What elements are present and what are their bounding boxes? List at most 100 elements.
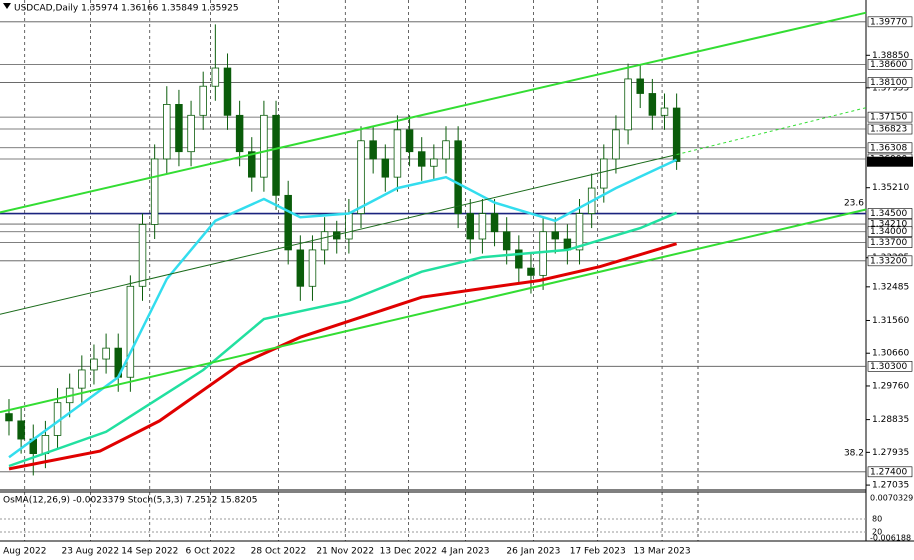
line: [0, 208, 867, 414]
candle-body: [430, 158, 438, 167]
candle-body: [405, 129, 414, 153]
candle-body: [648, 93, 657, 116]
level-label: 1.34500: [870, 209, 907, 219]
candle-body: [41, 435, 50, 455]
level-box: [867, 77, 913, 88]
candle-body: [284, 194, 292, 251]
level-box: [867, 361, 913, 372]
candle-body: [660, 107, 669, 116]
osc-axis-label: -0.006188: [870, 534, 911, 543]
candle-body: [527, 267, 535, 276]
candle-body: [357, 140, 365, 214]
level-box: [867, 466, 913, 478]
osc-axis-label: 80: [872, 515, 882, 524]
candle-body: [381, 158, 390, 178]
line: [0, 154, 677, 315]
candle-body: [211, 67, 220, 87]
osc-axis-label: 20: [872, 528, 882, 537]
candle-body: [223, 67, 232, 116]
candle-body: [320, 231, 329, 251]
annotation: 23.6: [844, 199, 864, 209]
x-tick-label: 23 Aug 2022: [61, 547, 119, 557]
candle-body: [126, 285, 135, 378]
candle-body: [515, 249, 523, 269]
level-box: [867, 237, 913, 248]
candle-body: [308, 249, 317, 287]
candle-body: [369, 140, 377, 160]
level-label: 1.36823: [870, 125, 907, 135]
candle-body: [636, 78, 644, 94]
oscillator-label: OsMA(12,26,9) -0.0023379 Stoch(5,3,3) 7.…: [3, 496, 257, 506]
y-tick-label: 1.27035: [872, 481, 909, 491]
candle-body: [17, 420, 25, 440]
candle-body: [199, 85, 207, 116]
x-tick-label: 13 Dec 2022: [380, 547, 438, 557]
candle-body: [150, 158, 159, 225]
level-label: 1.38100: [870, 78, 907, 88]
y-tick-label: 1.30660: [872, 349, 909, 359]
candle-body: [466, 213, 475, 240]
x-tick-label: 28 Oct 2022: [251, 547, 307, 557]
candle-body: [345, 213, 353, 240]
header: USDCAD,Daily 1.35974 1.36166 1.35849 1.3…: [14, 4, 239, 14]
candle-body: [90, 358, 98, 371]
line: [0, 11, 867, 214]
line: [8, 158, 678, 459]
level-label: 1.34000: [870, 227, 907, 237]
menu-arrow[interactable]: [3, 3, 11, 9]
level-box: [867, 208, 913, 219]
candle-body: [612, 129, 620, 160]
candle-body: [248, 151, 256, 178]
candle-body: [5, 413, 13, 422]
candle-body: [187, 114, 195, 153]
candle-body: [296, 249, 305, 287]
level-label: 1.34210: [870, 220, 907, 230]
candle-body: [454, 140, 462, 214]
candle-body: [78, 369, 86, 389]
current-price-label: 1.35925: [870, 157, 907, 167]
line: [676, 107, 867, 156]
candle-body: [102, 347, 110, 360]
level-box: [867, 123, 913, 135]
x-tick-label: 14 Sep 2022: [121, 547, 178, 557]
candle-body: [272, 114, 280, 196]
level-label: 1.38600: [870, 60, 907, 70]
candle-body: [175, 104, 183, 153]
y-tick-label: 1.31560: [872, 316, 909, 326]
x-tick-label: 17 Feb 2023: [570, 547, 626, 557]
x-tick-label: 6 Oct 2022: [186, 547, 236, 557]
candle-body: [600, 158, 608, 189]
candle-body: [490, 213, 499, 233]
candle-body: [672, 107, 681, 162]
level-label: 1.33200: [870, 256, 907, 266]
x-tick-label: 4 Jan 2023: [441, 547, 489, 557]
level-box: [867, 255, 913, 267]
candle-body: [551, 231, 559, 240]
osc-axis-label: 0.00703291: [870, 494, 914, 503]
y-tick-label: 1.32485: [872, 282, 909, 292]
y-tick-label: 1.27935: [872, 448, 909, 458]
candle-body: [235, 114, 244, 153]
line: [8, 211, 678, 468]
x-tick-label: Aug 2022: [3, 547, 46, 557]
x-tick-label: 21 Nov 2022: [316, 547, 374, 557]
level-box: [867, 111, 913, 123]
y-tick-label: 1.28835: [872, 415, 909, 425]
level-box: [867, 59, 913, 70]
level-label: 1.27400: [870, 467, 907, 477]
line: [8, 242, 678, 471]
level-box: [867, 142, 913, 154]
candle-body: [539, 231, 547, 276]
level-label: 1.37150: [870, 113, 907, 123]
candle-body: [260, 114, 268, 178]
level-box: [867, 16, 913, 28]
candle-body: [138, 224, 147, 287]
level-box: [867, 226, 913, 238]
level-label: 1.30300: [870, 362, 907, 372]
y-tick-label: 1.38850: [872, 51, 909, 61]
y-tick-label: 1.35210: [872, 183, 909, 193]
level-label: 1.33700: [870, 238, 907, 248]
candle-body: [502, 231, 511, 251]
candle-body: [575, 213, 584, 251]
